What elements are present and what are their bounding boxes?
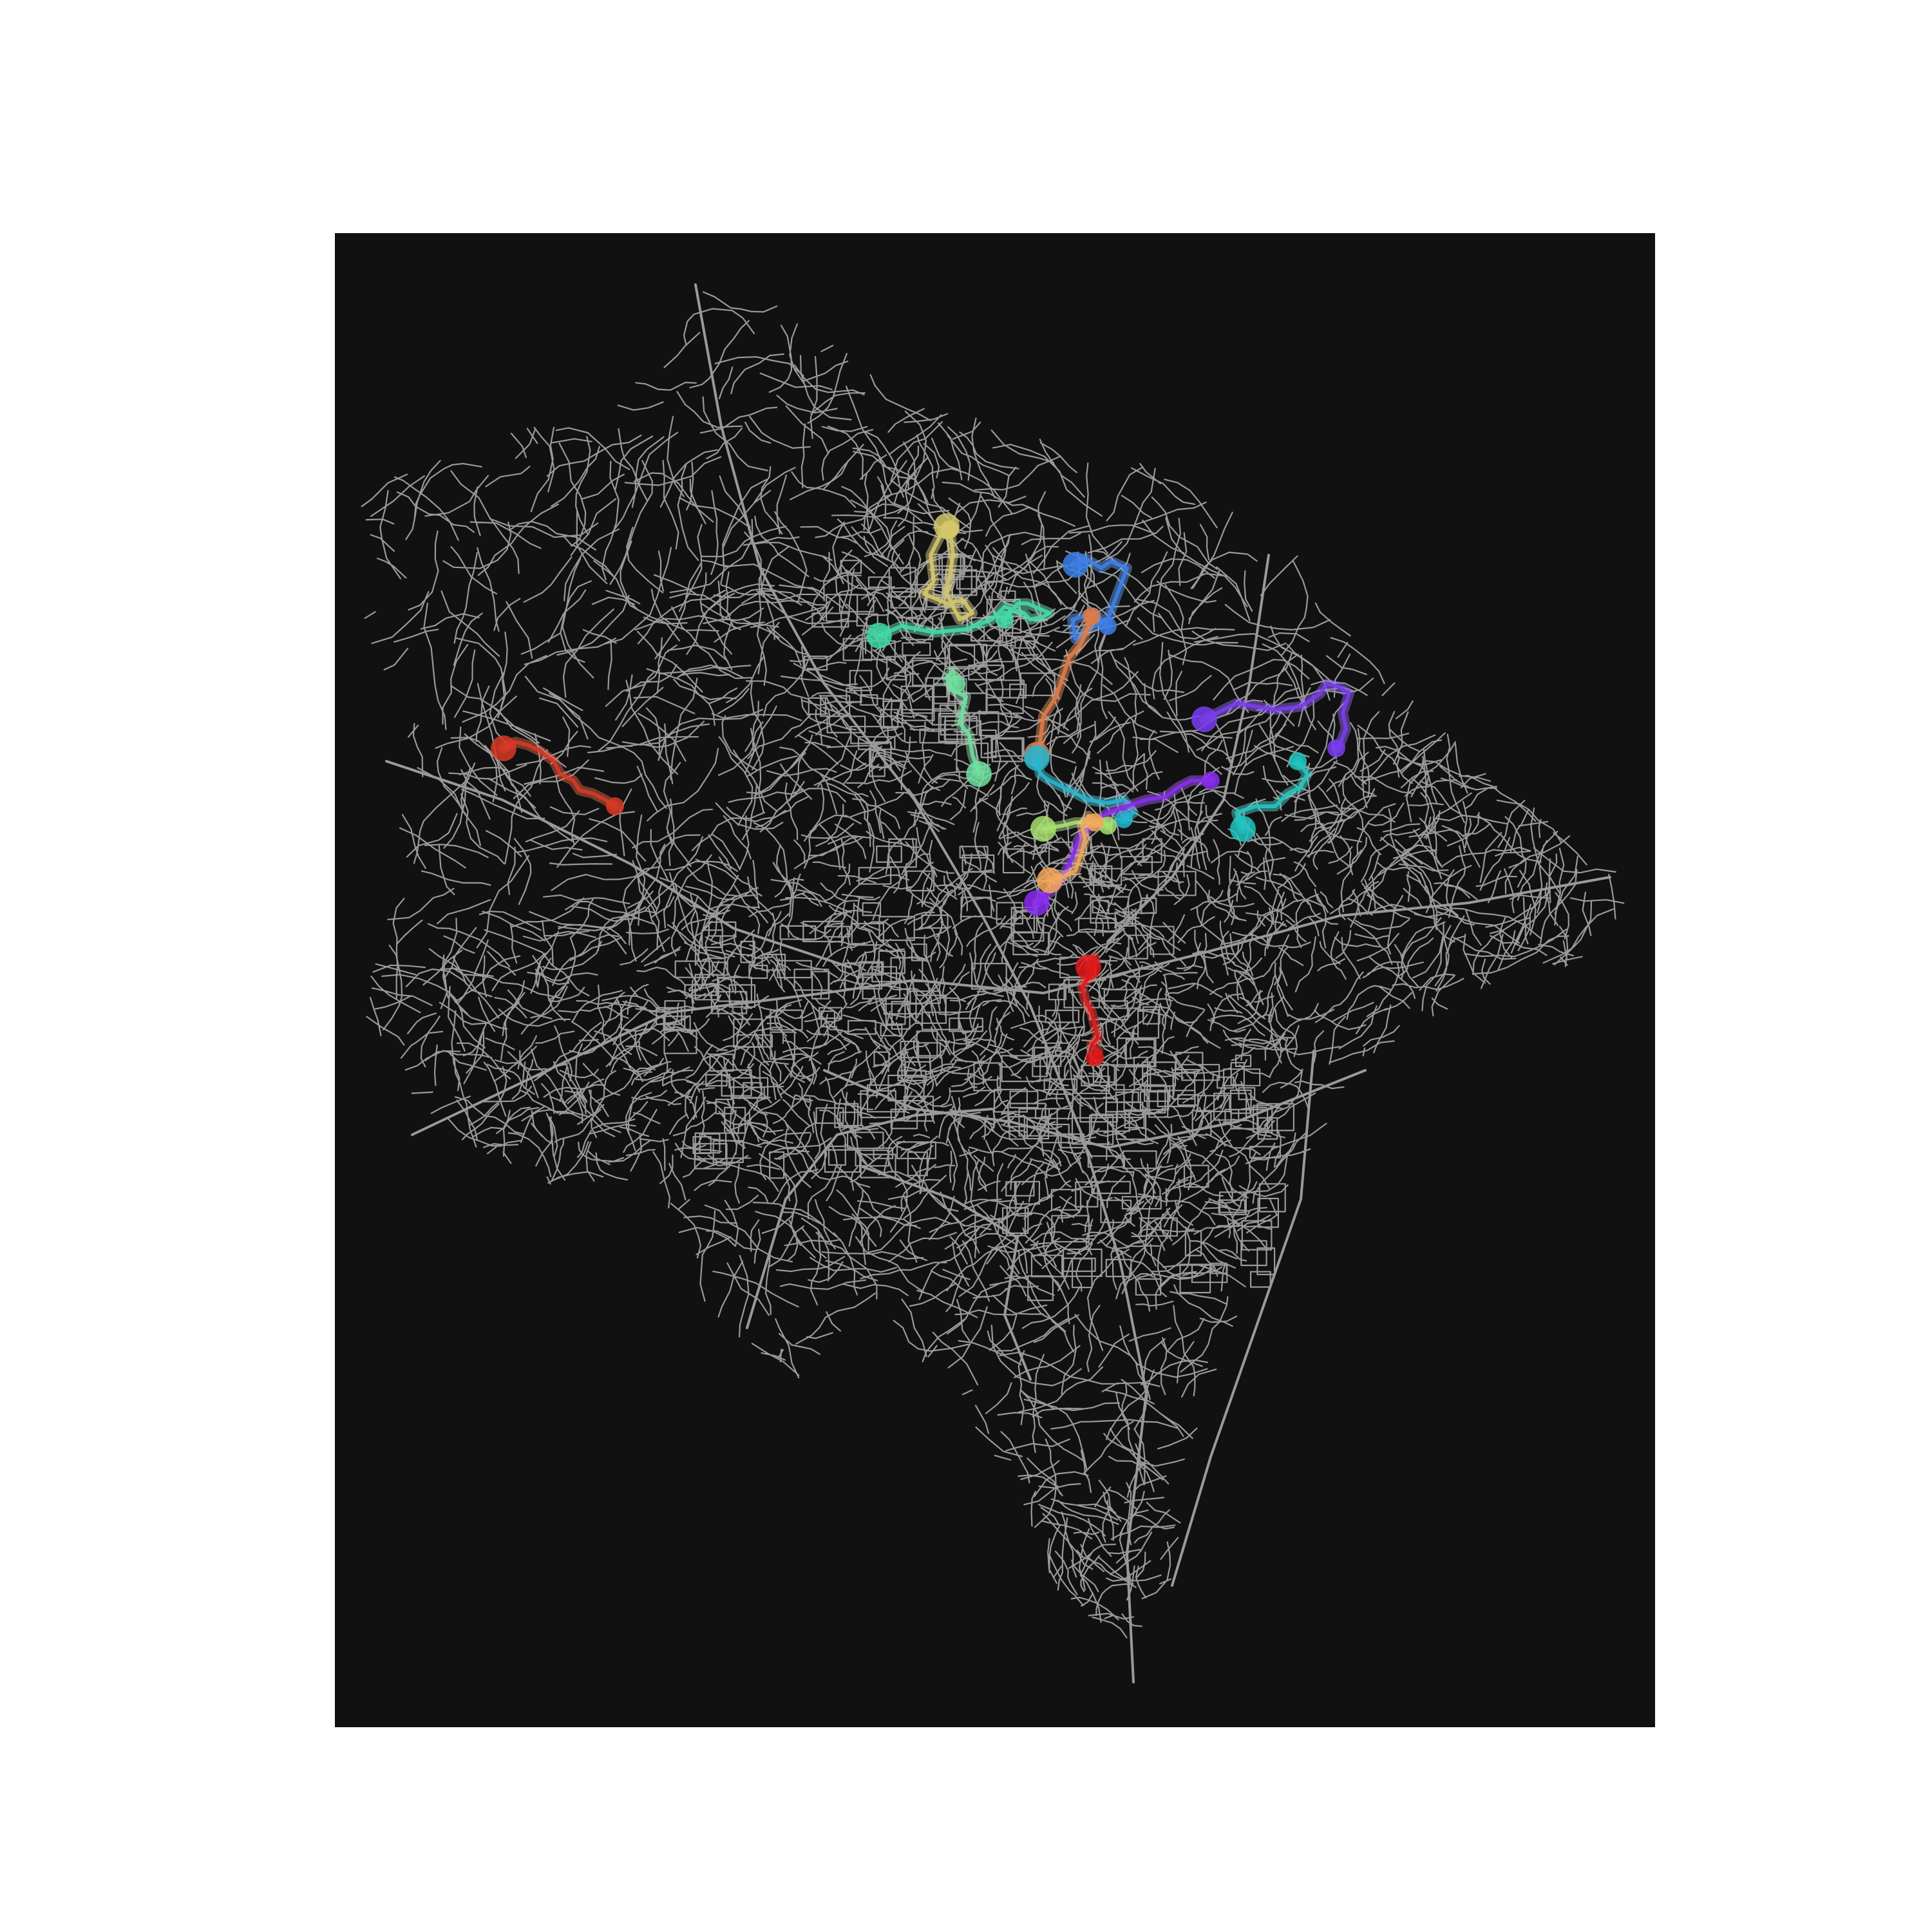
route-8-end-marker: [1289, 752, 1307, 770]
route-overlays: [491, 513, 1354, 1066]
route-8-line: [1235, 759, 1309, 831]
map-panel[interactable]: [335, 233, 1655, 1727]
route-6[interactable]: [1191, 679, 1354, 757]
route-4-line: [1070, 556, 1129, 641]
road-network-map[interactable]: [335, 233, 1655, 1727]
route-1[interactable]: [919, 513, 978, 625]
route-8[interactable]: [1230, 752, 1312, 842]
route-4-end-marker: [1099, 617, 1117, 635]
route-3-start-marker: [966, 761, 992, 787]
route-13-end-marker: [1086, 1048, 1104, 1066]
route-12-start-marker: [491, 735, 516, 761]
route-2-line: [877, 601, 1052, 638]
route-11-start-marker: [1037, 867, 1063, 893]
route-4-start-marker: [1063, 552, 1088, 578]
major-roads: [385, 283, 1611, 1683]
route-6-line: [1202, 682, 1351, 750]
route-6-start-marker: [1191, 706, 1217, 732]
route-11-end-marker: [1086, 813, 1104, 831]
route-5-end-marker: [1083, 607, 1101, 625]
route-1-end-marker: [941, 520, 959, 538]
route-2-end-marker: [996, 611, 1014, 629]
route-11[interactable]: [1037, 811, 1104, 893]
route-5-line: [1035, 614, 1094, 757]
route-13[interactable]: [1075, 952, 1104, 1066]
route-2[interactable]: [866, 598, 1055, 649]
route-8-start-marker: [1230, 816, 1256, 842]
route-3-line: [945, 669, 981, 776]
route-9-end-marker: [1202, 772, 1220, 790]
road-network: [361, 283, 1625, 1683]
route-2-start-marker: [866, 623, 892, 649]
route-4[interactable]: [1063, 552, 1132, 644]
route-12-line: [502, 740, 617, 808]
route-12[interactable]: [491, 735, 624, 815]
route-9-start-marker: [1024, 890, 1050, 916]
route-3-end-marker: [947, 675, 965, 693]
route-12-end-marker: [606, 797, 624, 815]
route-1-line: [922, 524, 974, 621]
route-6-end-marker: [1327, 739, 1345, 757]
route-7-start-marker: [1024, 745, 1050, 771]
route-13-start-marker: [1075, 954, 1101, 980]
route-3[interactable]: [942, 666, 992, 787]
route-10-start-marker: [1030, 816, 1056, 842]
route-7-end-marker: [1115, 810, 1133, 828]
map-background: [335, 233, 1655, 1727]
